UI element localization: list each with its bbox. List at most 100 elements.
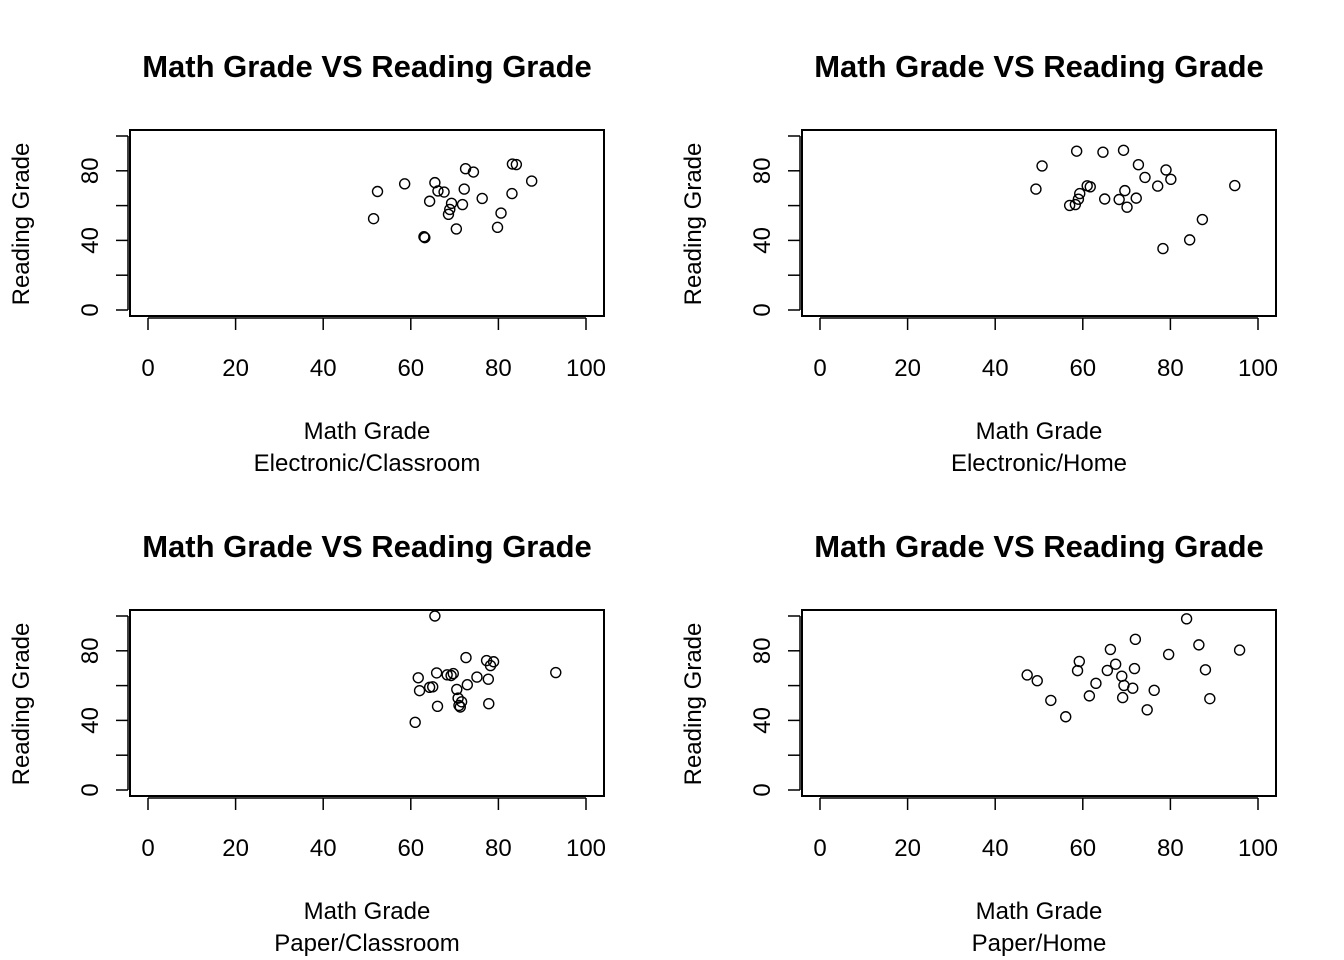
x-tick-label: 40 [982,355,1009,382]
data-point [483,697,495,710]
data-point [1045,694,1057,707]
panel-title: Math Grade VS Reading Grade [814,49,1264,84]
x-tick-label: 40 [310,835,337,862]
y-tick-label: 80 [749,157,776,184]
data-point [1073,655,1085,668]
plot-frame [801,129,1277,317]
data-point [447,667,459,680]
y-axis-label: Reading Grade [8,143,35,306]
x-tick-label: 100 [1238,355,1278,382]
data-point [1097,146,1109,158]
data-point [1101,664,1114,677]
x-tick-label: 0 [813,355,826,382]
y-tick-label: 80 [77,157,104,184]
data-point [482,673,495,685]
y-tick-label: 40 [77,707,104,734]
data-point [1132,159,1145,171]
scatter-panel-paper-classroom: Math Grade VS Reading Grade Math Grade P… [8,529,606,957]
data-point [1148,684,1160,696]
x-tick-label: 80 [1157,835,1184,862]
data-point [445,197,458,210]
data-point [413,684,426,697]
data-point [1074,187,1086,200]
data-point [1183,234,1196,246]
y-tick-label: 40 [77,227,104,254]
data-point [491,221,504,234]
plot-frame [129,129,605,317]
x-tick-label: 60 [397,355,424,382]
data-point [1070,145,1083,157]
y-tick-label: 0 [77,783,104,796]
panel-title: Math Grade VS Reading Grade [142,49,592,84]
data-point [423,195,436,207]
y-tick-label: 80 [77,637,104,664]
data-point [1139,171,1151,184]
x-tick-label: 0 [141,355,154,382]
data-point [418,231,430,243]
y-axis-label: Reading Grade [8,623,35,786]
data-point [510,158,523,171]
data-point [398,178,411,190]
data-point [1072,193,1085,205]
data-point [1180,613,1193,625]
panel-subtitle: Electronic/Classroom [254,450,481,477]
data-point [430,667,443,679]
data-point [1036,160,1048,172]
data-point [412,672,424,684]
data-point [495,207,507,219]
data-point [1141,704,1153,716]
data-point [1063,199,1076,212]
data-point [506,187,518,200]
data-point [1069,198,1082,211]
panel-title: Math Grade VS Reading Grade [142,529,592,564]
data-point [367,212,380,225]
data-point [476,192,488,205]
data-point [1193,639,1205,651]
x-tick-label: 100 [1238,835,1278,862]
data-point [371,185,384,198]
data-point [431,700,444,713]
x-axis-label: Math Grade [304,418,431,445]
y-axis-label: Reading Grade [680,623,707,786]
x-tick-label: 20 [894,835,921,862]
y-tick-label: 0 [749,303,776,316]
data-point [1098,193,1111,205]
data-point [484,659,497,672]
data-point [444,203,456,216]
data-point [455,696,468,708]
data-point [458,183,470,195]
data-point [1204,692,1216,705]
data-point [441,669,453,681]
data-point [429,610,441,622]
data-point [1151,180,1164,192]
data-point [1128,662,1141,675]
data-point [454,701,466,713]
data-point [451,683,463,696]
x-tick-label: 0 [813,835,826,862]
data-point [1129,633,1142,646]
x-tick-label: 20 [222,835,249,862]
data-point [1160,164,1172,176]
y-tick-label: 0 [77,303,104,316]
data-point [450,223,463,235]
plot-frame [801,609,1277,797]
data-point [461,679,474,691]
data-point [438,186,450,198]
y-axis-label: Reading Grade [680,143,707,306]
y-tick-label: 0 [749,783,776,796]
x-tick-label: 100 [566,355,606,382]
data-point [419,231,431,244]
x-tick-label: 20 [222,355,249,382]
x-tick-label: 60 [1069,355,1096,382]
data-point [1196,213,1209,226]
x-tick-label: 40 [982,835,1009,862]
data-point [487,656,500,668]
data-point [506,158,519,170]
scatter-panel-electronic-classroom: Math Grade VS Reading Grade Math Grade E… [8,49,606,477]
x-tick-label: 60 [1069,835,1096,862]
data-point [1030,183,1042,195]
x-tick-label: 40 [310,355,337,382]
x-tick-label: 80 [485,835,512,862]
x-axis-label: Math Grade [304,898,431,925]
x-axis-label: Math Grade [976,418,1103,445]
